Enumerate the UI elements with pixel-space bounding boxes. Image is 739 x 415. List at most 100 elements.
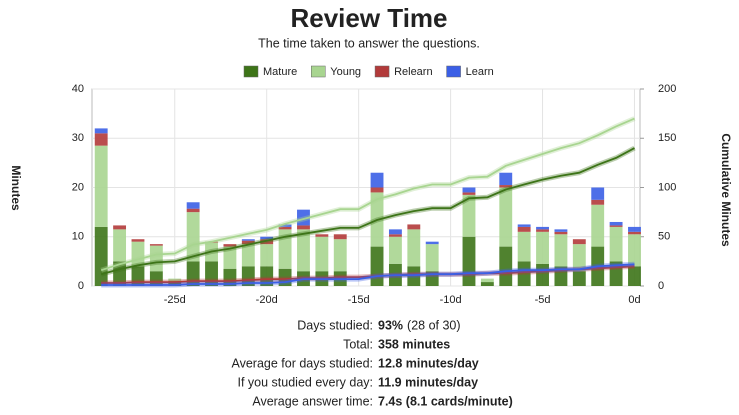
x-tick-label: -25d	[164, 294, 186, 306]
bar-segment	[499, 187, 513, 247]
bar-segment	[186, 208, 200, 213]
bar-segment	[499, 246, 513, 286]
bar-segment	[554, 234, 568, 267]
bar-segment	[628, 231, 641, 235]
bar-segment	[278, 226, 292, 230]
bar-segment	[333, 239, 347, 272]
y2-tick-label: 0	[658, 280, 664, 292]
bar-segment	[278, 229, 292, 269]
legend-swatch	[374, 65, 390, 78]
cumulative-line	[101, 263, 635, 286]
legend-swatch	[311, 65, 326, 78]
y2-tick-label: 100	[658, 181, 676, 193]
y2-tick-label: 150	[658, 132, 676, 144]
cumulative-line	[100, 147, 635, 276]
bar-segment	[168, 278, 182, 282]
y2-tick-label: 200	[658, 83, 676, 95]
bar-segment	[628, 266, 641, 286]
x-tick-label: 0d	[628, 294, 640, 306]
y-tick-label: 10	[72, 231, 84, 243]
bar-segment	[297, 229, 310, 272]
bar-segment	[168, 281, 182, 286]
bar-segment	[315, 236, 329, 272]
legend-swatch	[243, 65, 259, 78]
bar-segment	[370, 172, 384, 188]
bar-segment	[517, 261, 531, 286]
bar-segment	[241, 240, 255, 245]
bar-segment	[94, 133, 108, 146]
bar-segment	[113, 225, 127, 230]
legend-label: Learn	[466, 66, 494, 78]
bar-segment	[131, 239, 145, 242]
bar-segment	[628, 234, 641, 267]
stat-value: 93%	[378, 318, 403, 332]
bar-segment	[462, 192, 476, 195]
bar-segment	[480, 282, 494, 286]
bar-segment	[388, 236, 402, 264]
bar-segment	[388, 229, 402, 235]
cumulative-line	[101, 265, 635, 284]
y-tick-label: 20	[72, 181, 84, 193]
stat-value: 12.8 minutes/day	[378, 356, 479, 370]
bar-segment	[94, 226, 108, 286]
x-tick-label: -15d	[348, 294, 370, 306]
bar-segment	[223, 246, 237, 269]
bar-segment	[278, 224, 292, 227]
bar-segment	[591, 204, 605, 247]
y-tick-label: 30	[72, 132, 84, 144]
bar-segment	[260, 244, 274, 267]
bar-segment	[113, 229, 127, 262]
bar-segment	[572, 271, 586, 286]
bar-segment	[425, 244, 439, 272]
bar-segment	[536, 231, 549, 264]
bar-segment	[536, 226, 549, 230]
stat-label: Average for days studied:	[231, 356, 373, 370]
bar-segment	[186, 202, 200, 209]
stat-value: 11.9 minutes/day	[378, 375, 478, 389]
bar-segment	[297, 209, 310, 226]
y-tick-label: 0	[78, 280, 84, 292]
y-axis-label: Minutes	[9, 165, 23, 211]
bar-segment	[370, 187, 384, 193]
chart-title: Review Time	[290, 3, 447, 33]
stat-label: Days studied:	[297, 318, 373, 332]
bar-segment	[517, 231, 531, 262]
bar-segment	[499, 185, 513, 188]
bar-segment	[407, 224, 421, 230]
bar-segment	[407, 229, 421, 267]
stat-value: 358 minutes	[378, 337, 450, 351]
bar-segment	[149, 244, 163, 246]
bar-segment	[186, 261, 200, 286]
bar-segment	[186, 212, 200, 262]
bar-segment	[370, 246, 384, 286]
legend-label: Relearn	[394, 66, 433, 78]
bar-segment	[499, 172, 513, 186]
bar-segment	[536, 229, 549, 232]
bar-segment	[260, 266, 274, 286]
stat-value: 7.4s (8.1 cards/minute)	[378, 394, 513, 408]
bar-segment	[536, 263, 549, 286]
bar-segment	[315, 234, 329, 237]
bar-segment	[149, 245, 163, 272]
bar-segment	[609, 221, 623, 226]
bar-segment	[462, 194, 476, 237]
bar-segment	[609, 226, 623, 262]
y2-tick-label: 50	[658, 231, 670, 243]
bar-segment	[462, 187, 476, 193]
bar-segment	[572, 239, 586, 245]
bar-segment	[628, 226, 641, 232]
bar-segment	[517, 224, 531, 227]
cumulative-line	[100, 117, 635, 272]
bar-segment	[94, 128, 108, 134]
stat-label: Average answer time:	[252, 394, 373, 408]
legend-label: Young	[330, 66, 361, 78]
bar-segment	[407, 266, 421, 286]
stat-label: If you studied every day:	[238, 375, 374, 389]
x-tick-label: -5d	[535, 294, 551, 306]
bar-segment	[241, 244, 255, 267]
bar-segment	[223, 244, 237, 247]
bar-segment	[333, 234, 347, 240]
chart-subtitle: The time taken to answer the questions.	[258, 36, 480, 50]
bar-segment	[260, 236, 274, 240]
